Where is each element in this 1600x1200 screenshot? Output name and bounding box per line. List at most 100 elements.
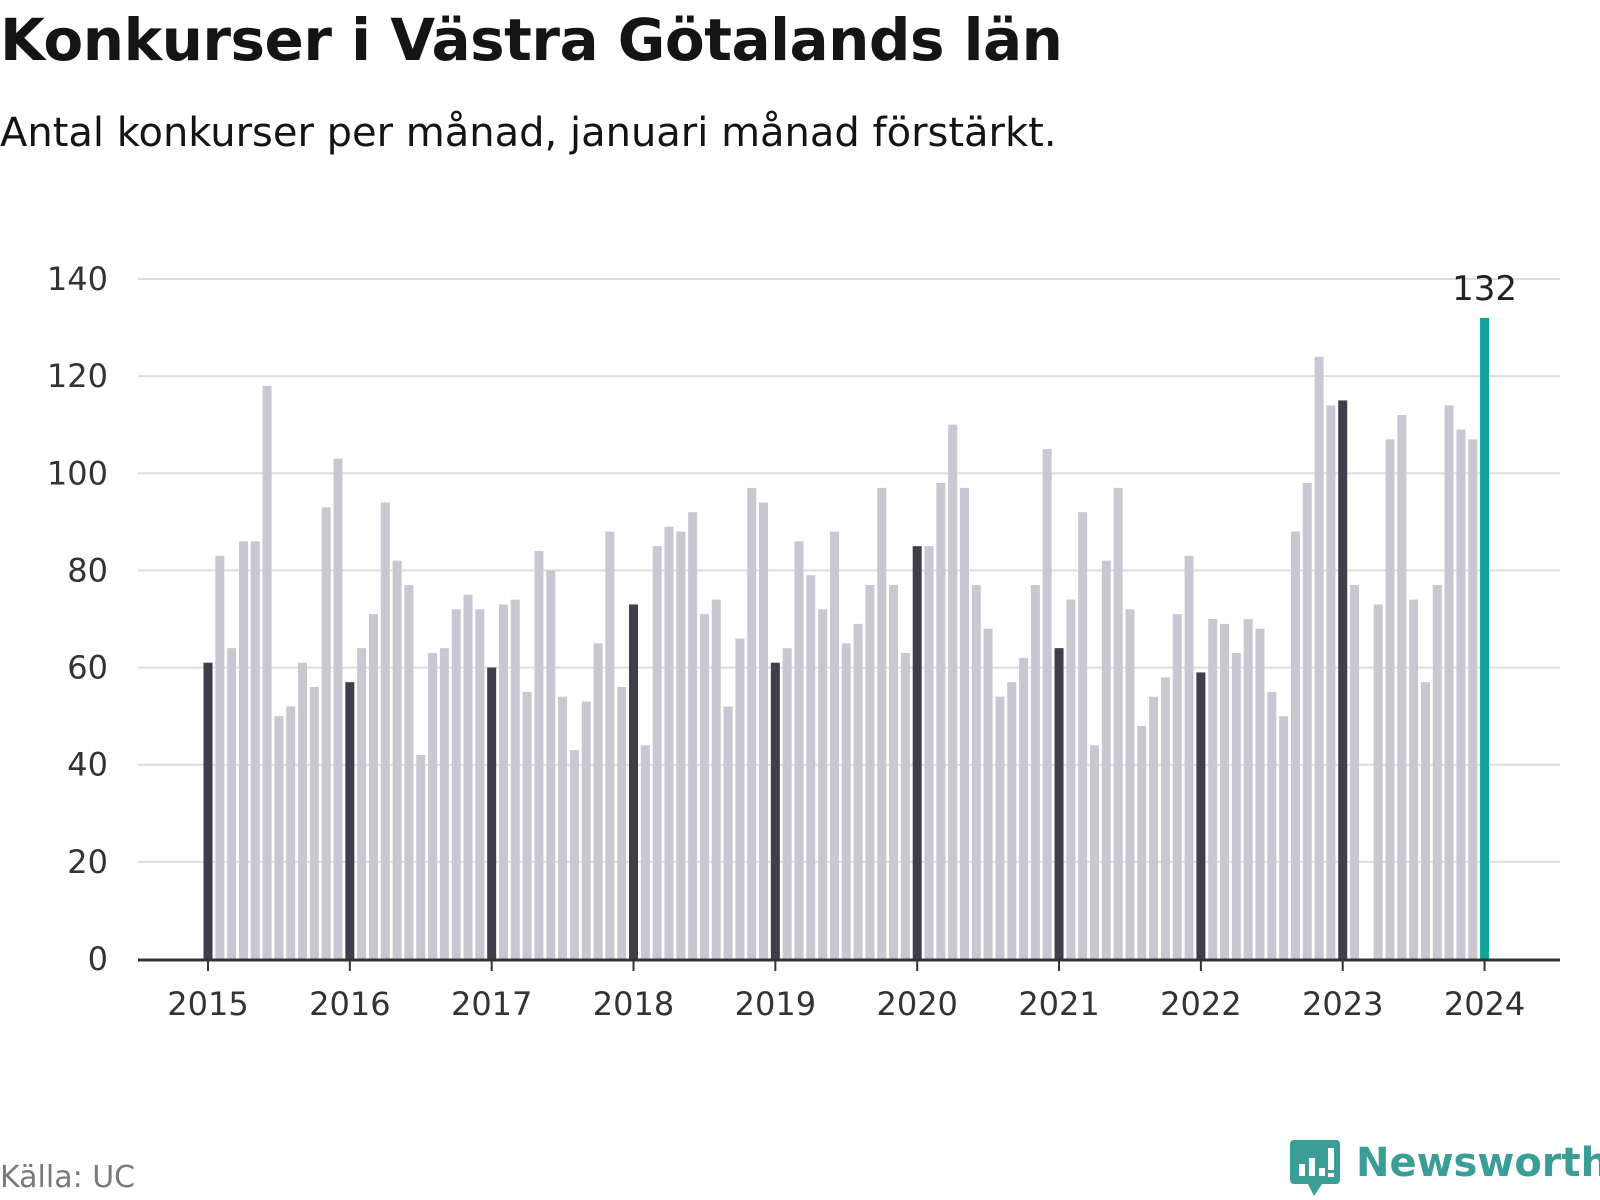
bar	[735, 638, 745, 959]
bars	[203, 317, 1490, 960]
bar	[948, 424, 958, 960]
bar	[1302, 483, 1312, 959]
bar	[1078, 512, 1088, 959]
bar	[1279, 716, 1289, 959]
bar	[1231, 653, 1241, 959]
x-tick-label: 2022	[1160, 985, 1241, 1023]
bar	[1456, 429, 1466, 959]
bar	[463, 594, 473, 959]
bar	[1125, 609, 1135, 959]
x-tick-label: 2018	[593, 985, 674, 1023]
bar	[1030, 585, 1040, 959]
x-tick-label: 2023	[1302, 985, 1383, 1023]
chart-subtitle: Antal konkurser per månad, januari månad…	[0, 110, 1057, 156]
bar	[676, 531, 686, 959]
bar	[900, 653, 910, 959]
bar	[806, 575, 816, 959]
x-axis	[138, 958, 1560, 971]
y-tick-label: 40	[67, 746, 108, 784]
bar	[1054, 648, 1064, 959]
y-tick-label: 100	[47, 454, 108, 492]
bar	[439, 648, 449, 959]
bar	[664, 526, 674, 959]
bar	[995, 696, 1005, 959]
bar	[841, 643, 851, 959]
bar	[487, 667, 497, 959]
bar	[321, 507, 331, 959]
bar	[475, 609, 485, 959]
newsworthy-logo: Newsworthy	[1290, 1140, 1600, 1200]
bar	[1338, 400, 1348, 959]
bar	[569, 750, 579, 959]
bar	[652, 546, 662, 959]
bar	[451, 609, 461, 959]
bar	[1444, 405, 1454, 959]
y-tick-label: 60	[67, 649, 108, 687]
newsworthy-logo-icon	[1290, 1140, 1340, 1196]
bar	[227, 648, 237, 959]
bar	[1397, 415, 1407, 959]
chart-title: Konkurser i Västra Götalands län	[0, 6, 1063, 74]
bar	[1420, 682, 1430, 959]
bar	[345, 682, 355, 959]
bar	[558, 696, 568, 959]
y-axis-labels: 0 20 40 60 80 100 120 140	[47, 260, 108, 978]
bar	[1090, 745, 1099, 959]
bar	[250, 541, 260, 959]
y-tick-label: 0	[88, 940, 108, 978]
bar	[747, 487, 757, 959]
bar	[640, 745, 650, 959]
bar	[1326, 405, 1336, 959]
bar	[770, 662, 780, 959]
bar	[794, 541, 804, 959]
bar	[534, 551, 544, 959]
bar	[1019, 657, 1029, 959]
bar	[357, 648, 367, 959]
bar	[1172, 614, 1182, 959]
bar	[1220, 623, 1230, 959]
y-tick-label: 80	[67, 551, 108, 589]
bar	[428, 653, 438, 959]
bar	[877, 487, 887, 959]
bar	[1290, 531, 1300, 959]
bar	[605, 531, 615, 959]
bar	[1208, 619, 1218, 959]
bar	[380, 502, 390, 959]
bar	[889, 585, 899, 959]
bar	[522, 691, 532, 959]
bar	[392, 560, 402, 959]
bar	[1243, 619, 1253, 959]
bar	[1385, 439, 1395, 959]
x-tick-label: 2016	[309, 985, 390, 1023]
y-tick-label: 20	[67, 843, 108, 881]
bar	[203, 662, 213, 959]
bar	[983, 628, 993, 959]
bar	[1137, 725, 1147, 959]
bar	[853, 623, 863, 959]
bar	[499, 604, 508, 959]
bar	[1149, 696, 1159, 959]
bar	[1350, 585, 1360, 959]
bar	[1373, 604, 1383, 959]
bar	[723, 706, 733, 959]
bar	[971, 585, 981, 959]
bar	[238, 541, 248, 959]
bar	[699, 614, 709, 959]
bar	[818, 609, 828, 959]
newsworthy-logo-text: Newsworthy	[1356, 1140, 1600, 1186]
source-note: Källa: UC	[0, 1160, 136, 1195]
bar	[404, 585, 414, 959]
bar	[759, 502, 769, 959]
annotations: 132	[1452, 269, 1517, 309]
bar	[333, 458, 343, 959]
bar	[629, 604, 639, 959]
bar	[309, 687, 319, 959]
bar	[416, 755, 426, 959]
bar	[1160, 677, 1170, 959]
latest-value-label: 132	[1452, 269, 1517, 309]
bar	[1480, 317, 1490, 959]
bar	[581, 701, 591, 959]
bar	[368, 614, 378, 959]
bar	[1314, 356, 1324, 960]
